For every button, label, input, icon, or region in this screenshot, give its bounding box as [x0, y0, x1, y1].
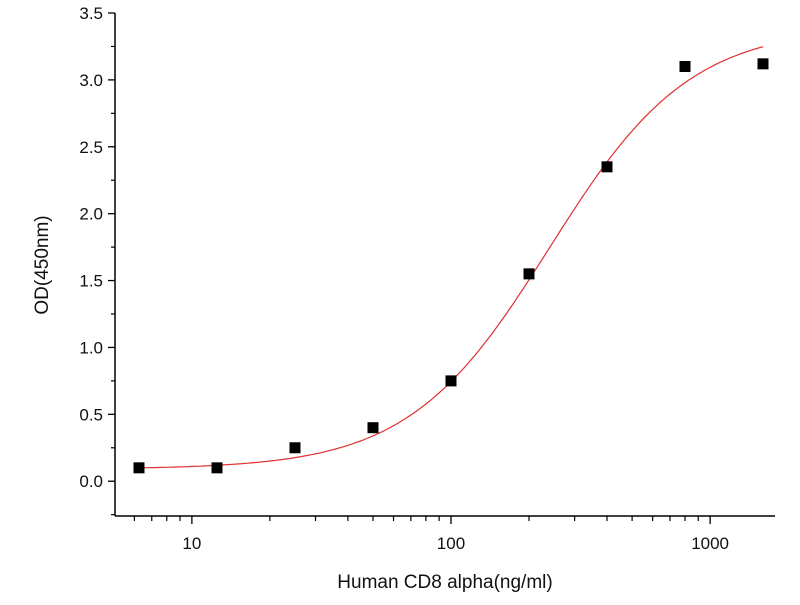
y-axis-label: OD(450nm) [32, 215, 53, 314]
x-tick-label: 10 [182, 534, 201, 553]
data-point [757, 58, 769, 70]
y-tick-label: 2.5 [79, 138, 103, 157]
data-point [679, 61, 691, 73]
data-point [211, 462, 223, 474]
data-point [133, 462, 145, 474]
data-point [523, 268, 535, 280]
data-point [367, 422, 379, 434]
y-tick-label: 2.0 [79, 205, 103, 224]
x-tick-label: 1000 [691, 534, 729, 553]
data-points [133, 58, 769, 474]
data-point [445, 375, 457, 387]
y-tick-label: 3.5 [79, 4, 103, 23]
x-tick-label: 100 [437, 534, 465, 553]
y-tick-label: 3.0 [79, 71, 103, 90]
x-axis-label: Human CD8 alpha(ng/ml) [337, 572, 552, 593]
y-tick-label: 0.0 [79, 472, 103, 491]
y-tick-label: 1.5 [79, 272, 103, 291]
y-tick-label: 1.0 [79, 338, 103, 357]
y-tick-label: 0.5 [79, 405, 103, 424]
data-point [289, 442, 301, 454]
data-point [601, 161, 613, 173]
axes: 0.0 0.5 1.0 1.5 2.0 2.5 3.0 3.5 10 100 1000 [79, 4, 775, 553]
fit-curve [138, 46, 764, 469]
